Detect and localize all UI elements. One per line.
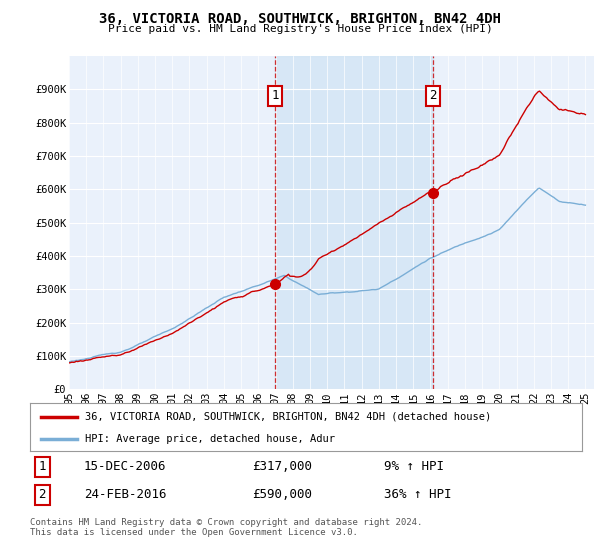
- Text: 2: 2: [430, 90, 437, 102]
- Text: 9% ↑ HPI: 9% ↑ HPI: [384, 460, 444, 473]
- Text: HPI: Average price, detached house, Adur: HPI: Average price, detached house, Adur: [85, 434, 335, 444]
- Text: 24-FEB-2016: 24-FEB-2016: [84, 488, 167, 501]
- Text: 36, VICTORIA ROAD, SOUTHWICK, BRIGHTON, BN42 4DH (detached house): 36, VICTORIA ROAD, SOUTHWICK, BRIGHTON, …: [85, 412, 491, 422]
- Text: £317,000: £317,000: [252, 460, 312, 473]
- Text: Contains HM Land Registry data © Crown copyright and database right 2024.
This d: Contains HM Land Registry data © Crown c…: [30, 518, 422, 538]
- Text: 1: 1: [38, 460, 46, 473]
- Bar: [275, 56, 433, 389]
- Text: £590,000: £590,000: [252, 488, 312, 501]
- Text: 1: 1: [271, 90, 278, 102]
- Text: 2: 2: [38, 488, 46, 501]
- Text: Price paid vs. HM Land Registry's House Price Index (HPI): Price paid vs. HM Land Registry's House …: [107, 24, 493, 34]
- Text: 36% ↑ HPI: 36% ↑ HPI: [384, 488, 452, 501]
- Text: 36, VICTORIA ROAD, SOUTHWICK, BRIGHTON, BN42 4DH: 36, VICTORIA ROAD, SOUTHWICK, BRIGHTON, …: [99, 12, 501, 26]
- Text: 15-DEC-2006: 15-DEC-2006: [84, 460, 167, 473]
